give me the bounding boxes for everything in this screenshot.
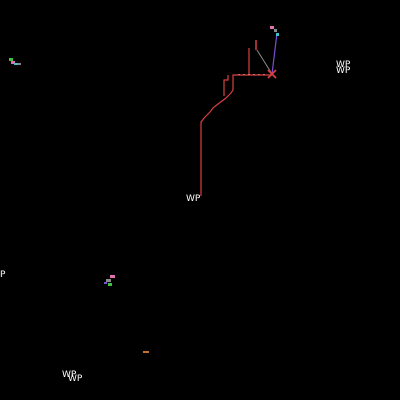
waypoint-label: WP [62,370,77,380]
unit-marker-upper-left[interactable] [9,58,21,65]
unit-marker-red[interactable] [267,69,277,79]
unit-marker-lower-left[interactable] [104,275,115,286]
unit-marker-orange[interactable] [143,351,149,353]
waypoint-label: WP [336,60,351,70]
route-path [200,74,272,196]
waypoint-label: WP [68,374,83,384]
route-branch [223,75,229,96]
waypoint-label: WP [336,66,351,76]
unit-marker-top[interactable] [270,26,279,36]
waypoint-label: P [0,270,6,280]
gray-vector-line [256,49,273,75]
purple-vector-line [271,32,278,75]
waypoint-label: WP [186,194,201,204]
